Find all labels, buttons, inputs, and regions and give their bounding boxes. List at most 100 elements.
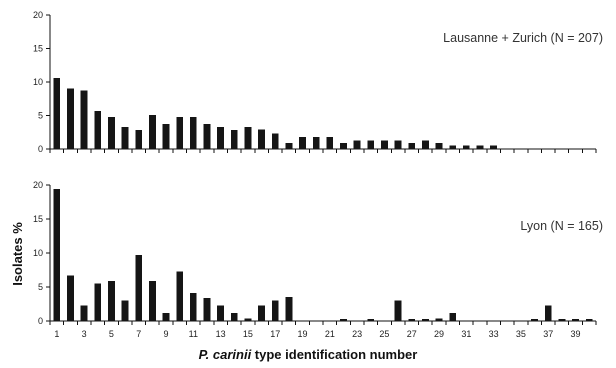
y-tick-label: 10	[33, 248, 43, 258]
bar-top-type-23	[353, 140, 361, 149]
x-tick-label: 23	[352, 329, 362, 339]
bar-top-type-2	[67, 88, 74, 149]
bar-bottom-type-11	[189, 293, 197, 321]
bar-top-type-21	[326, 136, 334, 149]
bar-top-type-11	[189, 116, 197, 149]
bar-top-type-3	[80, 90, 88, 149]
bar-bottom-type-38	[558, 318, 566, 321]
bar-bottom-type-37	[544, 305, 552, 321]
bar-bottom-type-16	[258, 305, 265, 321]
y-tick-label: 15	[33, 44, 43, 54]
bar-top-type-15	[244, 126, 252, 149]
bar-top-type-12	[203, 124, 211, 149]
bar-top-type-4	[94, 110, 102, 149]
bar-bottom-type-6	[121, 300, 129, 321]
bar-bottom-type-8	[148, 280, 156, 321]
bar-bottom-type-2	[67, 275, 74, 321]
bar-top-type-9	[162, 124, 170, 149]
x-tick-label: 5	[109, 329, 114, 339]
panel-lausanne-zurich: 0 5 10 15 20	[33, 10, 597, 154]
bar-bottom-type-3	[80, 305, 88, 321]
x-axis-label-italic: P. carinii	[199, 347, 252, 362]
x-tick-label: 1	[54, 329, 59, 339]
bar-bottom-type-22	[340, 318, 347, 321]
bar-top-type-10	[176, 116, 184, 149]
bar-bottom-type-1	[53, 189, 61, 321]
bar-bottom-type-36	[531, 318, 538, 321]
bar-bottom-type-15	[244, 318, 252, 321]
x-axis-label: P. carinii type identification number	[199, 347, 418, 362]
bar-top-type-33	[490, 145, 498, 149]
bar-bottom-type-27	[408, 318, 416, 321]
y-tick-label: 15	[33, 214, 43, 224]
y-tick-label: 5	[38, 111, 43, 121]
x-tick-label: 15	[243, 329, 253, 339]
bar-bottom-type-14	[230, 312, 238, 321]
bar-bottom-type-7	[135, 255, 143, 321]
y-tick-label: 0	[38, 144, 43, 154]
x-tick-label: 17	[270, 329, 280, 339]
bar-top-type-13	[217, 126, 225, 149]
bar-bottom-type-4	[94, 283, 102, 321]
bar-top-type-7	[135, 130, 143, 149]
bar-bottom-type-9	[162, 312, 170, 321]
x-tick-label: 31	[461, 329, 471, 339]
x-axis-label-rest: type identification number	[251, 347, 417, 362]
bar-bottom-type-10	[176, 271, 184, 321]
bar-top-type-32	[476, 145, 484, 149]
bar-top-type-29	[435, 142, 443, 149]
bar-bottom-type-40	[585, 318, 593, 321]
bar-top-type-24	[367, 140, 375, 149]
panel-label-lyon: Lyon (N = 165)	[520, 219, 603, 233]
y-tick-label: 5	[38, 282, 43, 292]
x-tick-label: 25	[379, 329, 389, 339]
bar-top-type-14	[230, 130, 238, 149]
bar-bottom-type-39	[572, 318, 579, 321]
bar-top-type-20	[312, 136, 320, 149]
bar-top-type-25	[381, 140, 388, 149]
x-tick-label: 7	[136, 329, 141, 339]
bar-bottom-type-29	[435, 318, 443, 321]
y-tick-label: 20	[33, 180, 43, 190]
bar-top-type-31	[462, 145, 470, 149]
x-tick-label: 33	[489, 329, 499, 339]
x-tick-label: 27	[407, 329, 417, 339]
bar-top-type-19	[299, 136, 306, 149]
bar-bottom-type-17	[271, 300, 279, 321]
bar-bottom-type-30	[449, 312, 457, 321]
bar-bottom-type-5	[108, 280, 115, 321]
bar-top-type-8	[148, 114, 156, 149]
bar-bottom-type-24	[367, 318, 375, 321]
panel-label-lausanne-zurich: Lausanne + Zurich (N = 207)	[443, 31, 603, 45]
bar-bottom-type-28	[421, 318, 429, 321]
x-tick-label: 9	[164, 329, 169, 339]
bar-top-type-18	[285, 142, 293, 149]
x-tick-label: 35	[516, 329, 526, 339]
bar-top-type-17	[271, 133, 279, 149]
bar-bottom-type-12	[203, 297, 211, 321]
x-tick-label: 3	[82, 329, 87, 339]
bar-bottom-type-18	[285, 297, 293, 321]
bar-top-type-27	[408, 142, 416, 149]
bar-top-type-16	[258, 129, 265, 149]
bar-bottom-type-26	[394, 300, 402, 321]
x-tick-label: 19	[298, 329, 308, 339]
x-tick-label: 11	[189, 329, 198, 339]
bar-top-type-26	[394, 140, 402, 149]
y-tick-label: 10	[33, 77, 43, 87]
x-tick-label: 29	[434, 329, 444, 339]
x-tick-label: 13	[216, 329, 226, 339]
bar-bottom-type-13	[217, 305, 225, 321]
y-tick-label: 0	[38, 316, 43, 326]
bar-top-type-6	[121, 126, 129, 149]
y-axis-label: Isolates %	[10, 222, 25, 286]
bar-top-type-30	[449, 145, 457, 149]
y-tick-label: 20	[33, 10, 43, 20]
bar-top-type-28	[421, 140, 429, 149]
bar-top-type-5	[108, 116, 115, 149]
bar-top-type-22	[340, 142, 347, 149]
bar-top-type-1	[53, 77, 61, 149]
x-tick-label: 37	[543, 329, 553, 339]
x-tick-label: 21	[325, 329, 335, 339]
